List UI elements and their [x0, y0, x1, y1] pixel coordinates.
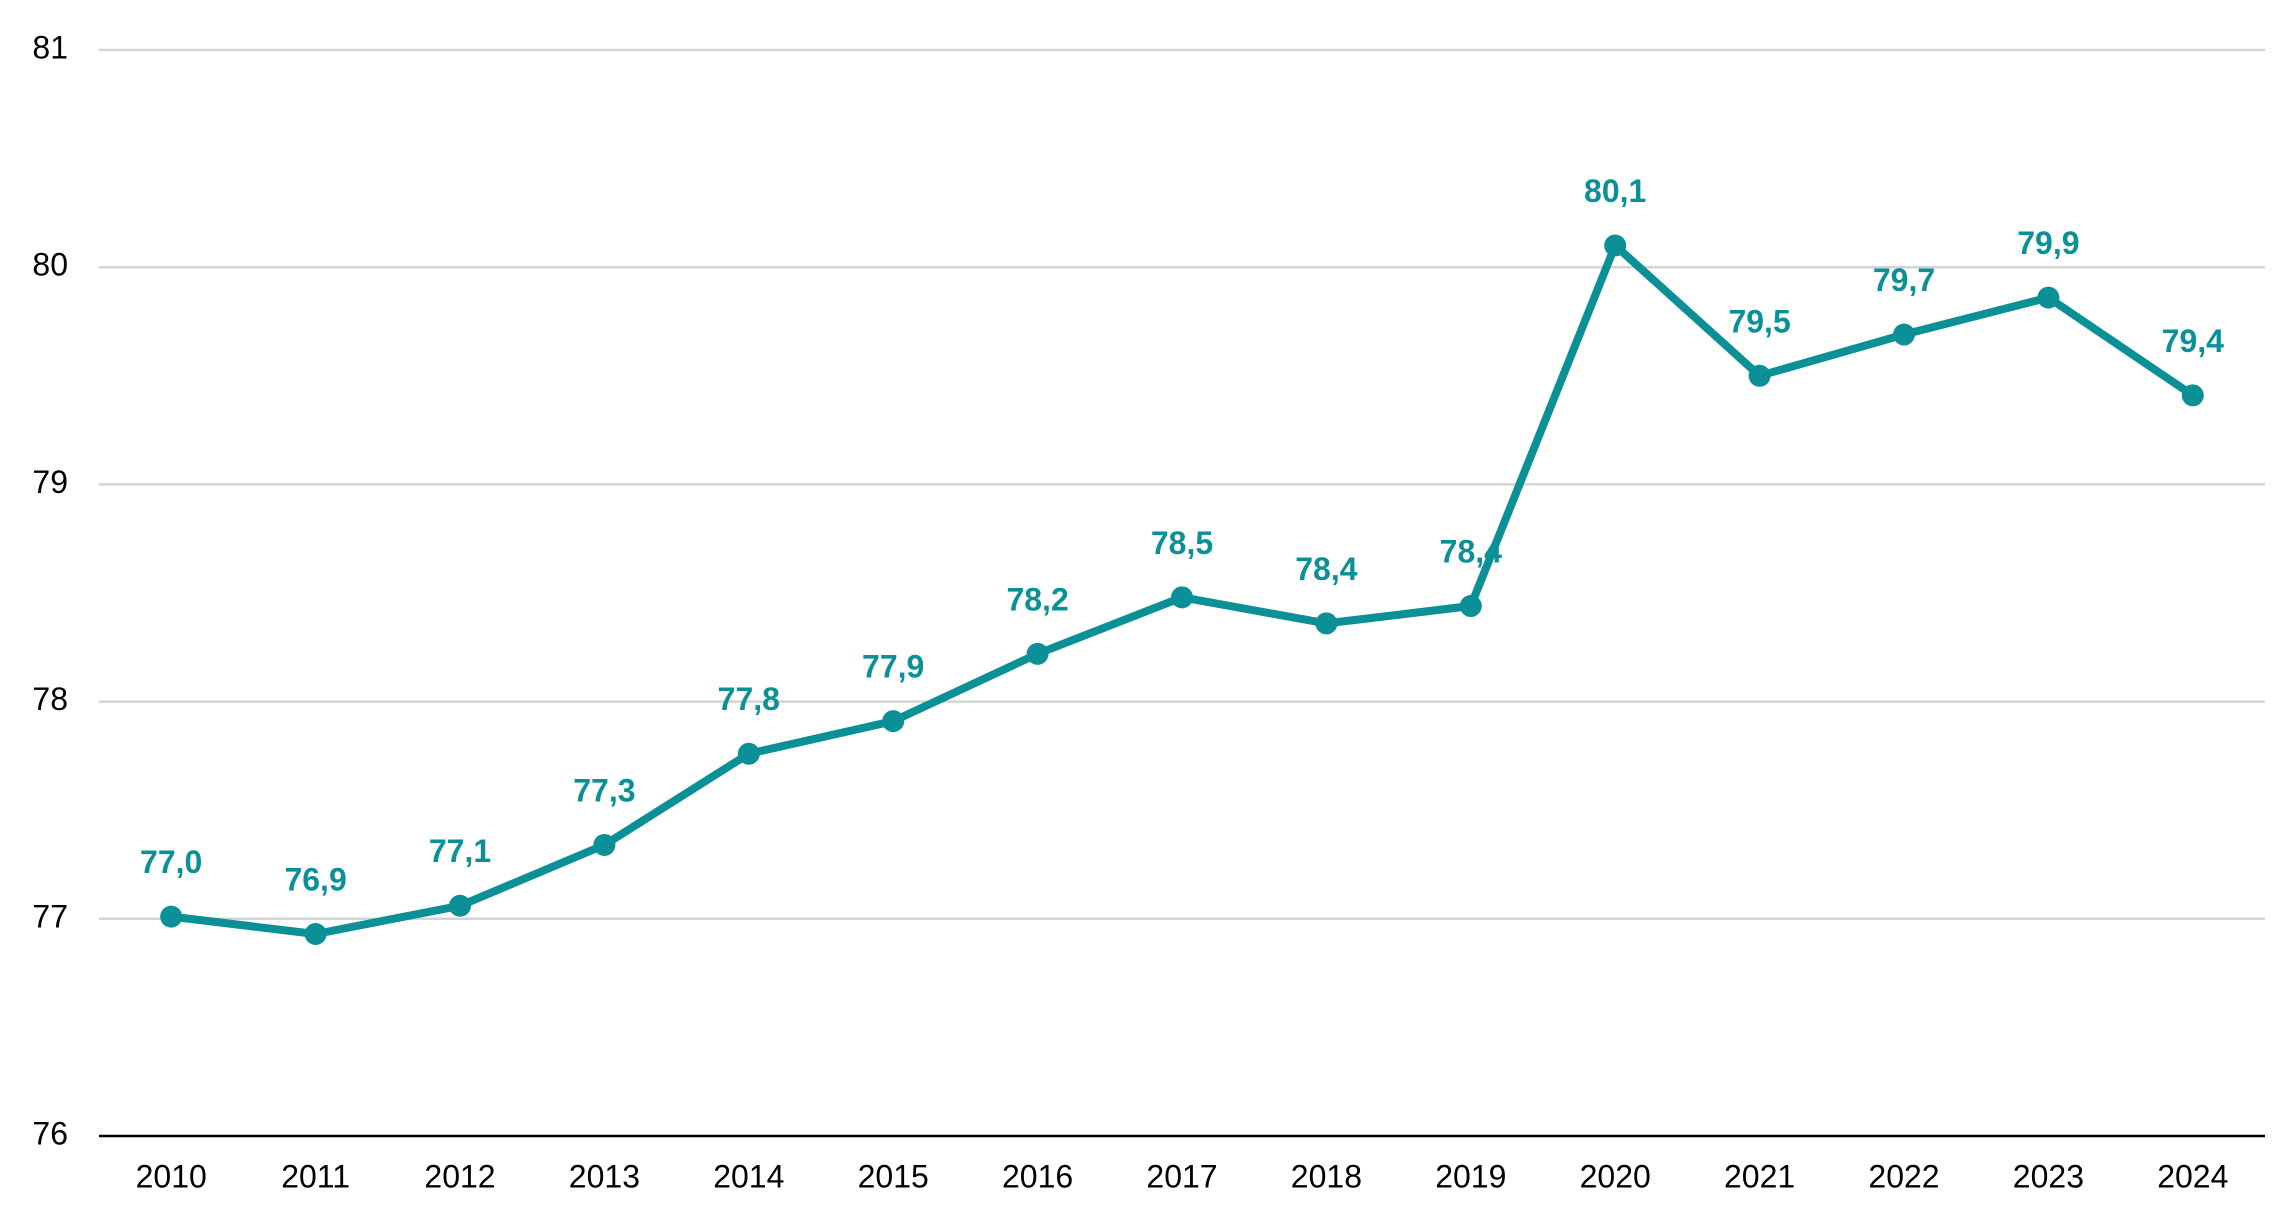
- data-label: 76,9: [284, 861, 346, 897]
- data-label: 78,4: [1295, 551, 1357, 587]
- x-tick-label: 2010: [136, 1158, 207, 1194]
- marker: [1893, 323, 1915, 346]
- data-label: 77,1: [429, 833, 491, 869]
- data-label: 79,5: [1728, 303, 1790, 339]
- x-tick-label: 2024: [2157, 1158, 2228, 1194]
- data-label: 77,9: [862, 649, 924, 685]
- data-label: 78,2: [1006, 581, 1068, 617]
- marker: [2181, 384, 2204, 407]
- marker: [160, 905, 183, 928]
- marker: [449, 894, 471, 917]
- data-label: 77,3: [573, 772, 635, 808]
- y-tick-label: 77: [32, 898, 68, 934]
- marker: [1604, 234, 1627, 257]
- data-label: 79,9: [2017, 225, 2079, 261]
- data-label: 80,1: [1584, 173, 1646, 209]
- marker: [1315, 612, 1338, 635]
- data-label: 79,7: [1873, 262, 1935, 298]
- x-tick-label: 2019: [1435, 1158, 1506, 1194]
- data-label: 77,8: [718, 681, 780, 717]
- y-tick-label: 78: [32, 681, 68, 717]
- y-tick-label: 81: [32, 29, 68, 65]
- data-label: 77,0: [140, 844, 202, 880]
- x-tick-label: 2018: [1291, 1158, 1362, 1194]
- x-tick-label: 2016: [1002, 1158, 1073, 1194]
- x-tick-label: 2014: [713, 1158, 784, 1194]
- x-tick-label: 2021: [1724, 1158, 1795, 1194]
- marker: [593, 833, 616, 856]
- x-tick-label: 2023: [2013, 1158, 2084, 1194]
- x-tick-label: 2022: [1868, 1158, 1939, 1194]
- marker: [882, 710, 905, 733]
- marker: [2037, 286, 2060, 309]
- y-tick-label: 79: [32, 464, 68, 500]
- y-tick-label: 76: [32, 1115, 68, 1151]
- x-tick-label: 2011: [281, 1158, 350, 1194]
- data-label: 79,4: [2162, 323, 2224, 359]
- marker: [1026, 642, 1049, 665]
- x-tick-label: 2012: [424, 1158, 495, 1194]
- marker: [304, 923, 327, 946]
- marker: [1459, 595, 1482, 618]
- marker: [1171, 586, 1193, 609]
- y-tick-label: 80: [32, 247, 68, 283]
- x-tick-label: 2013: [569, 1158, 640, 1194]
- marker: [1748, 364, 1771, 387]
- data-label: 78,5: [1151, 525, 1213, 561]
- marker: [737, 742, 760, 765]
- x-tick-label: 2017: [1146, 1158, 1217, 1194]
- data-label: 78,4: [1440, 533, 1502, 569]
- x-tick-label: 2015: [858, 1158, 929, 1194]
- x-tick-label: 2020: [1580, 1158, 1651, 1194]
